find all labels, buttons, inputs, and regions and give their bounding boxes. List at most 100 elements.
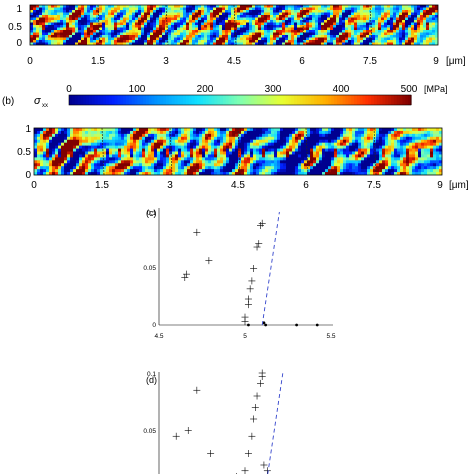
stress-cell: [282, 35, 286, 38]
stress-cell: [81, 20, 85, 23]
stress-cell: [256, 160, 260, 164]
stress-cell: [264, 15, 268, 18]
stress-cell: [301, 136, 305, 141]
stress-cell: [319, 169, 323, 173]
stress-cell: [330, 37, 334, 41]
stress-cell: [198, 37, 202, 41]
stress-cell: [82, 157, 86, 161]
stress-cell: [135, 20, 139, 23]
stress-cell: [250, 172, 254, 175]
stress-cell: [388, 145, 392, 149]
stress-cell: [160, 145, 164, 149]
stress-cell: [270, 37, 274, 41]
stress-cell: [301, 130, 305, 135]
stress-cell: [141, 35, 145, 38]
stress-cell: [232, 160, 236, 164]
stress-cell: [400, 151, 404, 155]
stress-cell: [147, 42, 151, 45]
stress-cell: [409, 163, 413, 167]
stress-cell: [192, 20, 196, 23]
stress-cell: [319, 166, 323, 170]
stress-cell: [42, 30, 46, 33]
stress-cell: [373, 169, 377, 173]
stress-cell: [46, 160, 50, 164]
stress-cell: [382, 139, 386, 144]
stress-cell: [30, 27, 34, 31]
stress-cell: [394, 128, 398, 132]
plus-marker: [255, 240, 263, 248]
stress-cell: [301, 148, 305, 152]
stress-cell: [255, 5, 259, 8]
stress-cell: [234, 17, 238, 21]
stress-cell: [61, 148, 65, 152]
stress-cell: [190, 139, 194, 144]
stress-cell: [369, 42, 373, 45]
stress-cell: [166, 145, 170, 149]
stress-cell: [291, 22, 295, 26]
stress-cell: [238, 154, 242, 158]
stress-cell: [222, 27, 226, 31]
stress-cell: [195, 17, 199, 21]
stress-cell: [277, 172, 281, 175]
stress-cell: [373, 157, 377, 161]
stress-cell: [208, 163, 212, 167]
stress-cell: [93, 12, 97, 16]
stress-cell: [246, 10, 250, 13]
stress-cell: [408, 27, 412, 31]
stress-cell: [93, 25, 97, 28]
stress-cell: [139, 166, 143, 170]
stress-cell: [214, 130, 218, 135]
stress-cell: [150, 25, 154, 28]
stress-cell: [222, 32, 226, 36]
stress-cell: [57, 42, 61, 45]
stress-cell: [337, 148, 341, 152]
stress-cell: [121, 172, 125, 175]
stress-cell: [340, 157, 344, 161]
stress-cell: [271, 139, 275, 144]
stress-cell: [414, 32, 418, 36]
stress-cell: [123, 40, 127, 43]
stress-cell: [247, 130, 251, 135]
stress-cell: [273, 30, 277, 33]
stress-cell: [372, 27, 376, 31]
stress-cell: [120, 37, 124, 41]
stress-cell: [379, 166, 383, 170]
stress-cell: [288, 20, 292, 23]
stress-cell: [231, 5, 235, 8]
stress-cell: [253, 154, 257, 158]
stress-cell: [40, 151, 44, 155]
stress-cell: [237, 17, 241, 21]
panel-a-y-tick: 1: [16, 4, 22, 15]
stress-cell: [144, 30, 148, 33]
stress-cell: [352, 133, 356, 138]
stress-cell: [210, 7, 214, 11]
stress-cell: [303, 32, 307, 36]
stress-cell: [235, 151, 239, 155]
stress-cell: [372, 20, 376, 23]
stress-cell: [327, 42, 331, 45]
stress-cell: [349, 148, 353, 152]
stress-cell: [196, 160, 200, 164]
stress-cell: [70, 154, 74, 158]
stress-cell: [379, 145, 383, 149]
stress-cell: [367, 163, 371, 167]
stress-cell: [171, 40, 175, 43]
stress-cell: [117, 7, 121, 11]
stress-cell: [148, 145, 152, 149]
stress-cell: [418, 151, 422, 155]
stress-cell: [300, 7, 304, 11]
stress-cell: [72, 5, 76, 8]
stress-cell: [55, 157, 59, 161]
stress-cell: [136, 139, 140, 144]
stress-cell: [148, 142, 152, 147]
stress-cell: [184, 128, 188, 132]
stress-cell: [304, 142, 308, 147]
stress-cell: [219, 37, 223, 41]
stress-cell: [313, 133, 317, 138]
stress-cell: [360, 37, 364, 41]
stress-cell: [67, 148, 71, 152]
stress-cell: [171, 35, 175, 38]
stress-cell: [330, 22, 334, 26]
stress-cell: [63, 15, 67, 18]
stress-cell: [244, 151, 248, 155]
